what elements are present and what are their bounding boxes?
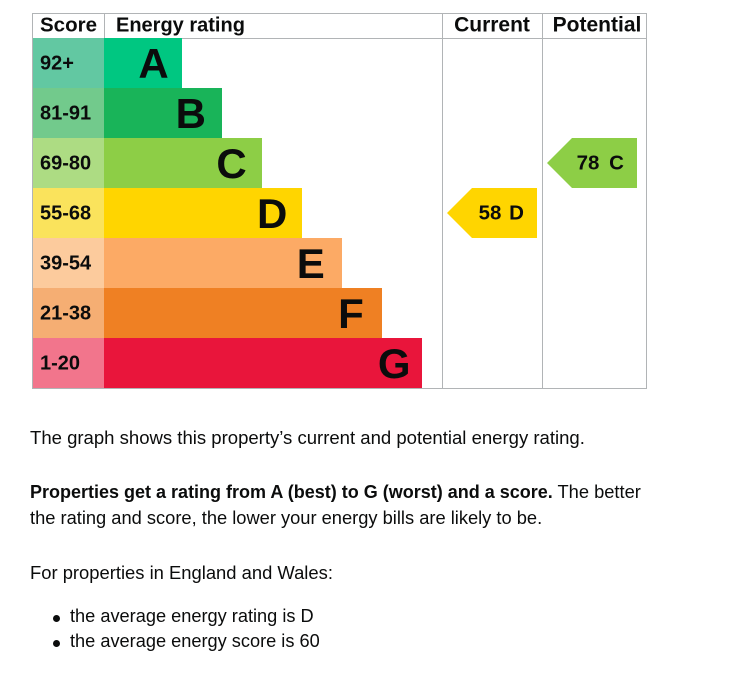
svg-text:Energy rating: Energy rating bbox=[116, 14, 245, 36]
svg-text:C: C bbox=[609, 151, 624, 174]
svg-text:Potential: Potential bbox=[553, 13, 642, 36]
svg-text:A: A bbox=[138, 40, 168, 87]
svg-text:F: F bbox=[338, 290, 364, 337]
svg-text:58: 58 bbox=[479, 201, 502, 224]
svg-text:E: E bbox=[297, 240, 325, 287]
svg-text:Score: Score bbox=[40, 13, 97, 36]
svg-text:G: G bbox=[378, 340, 411, 387]
svg-text:D: D bbox=[509, 201, 524, 224]
svg-text:39-54: 39-54 bbox=[40, 252, 92, 274]
svg-text:C: C bbox=[216, 140, 246, 187]
svg-text:55-68: 55-68 bbox=[40, 202, 91, 224]
svg-text:D: D bbox=[257, 190, 287, 237]
svg-text:Current: Current bbox=[454, 13, 530, 36]
svg-text:1-20: 1-20 bbox=[40, 352, 80, 374]
svg-text:78: 78 bbox=[577, 151, 600, 174]
svg-text:69-80: 69-80 bbox=[40, 152, 91, 174]
svg-text:81-91: 81-91 bbox=[40, 102, 91, 124]
svg-text:21-38: 21-38 bbox=[40, 302, 91, 324]
svg-text:B: B bbox=[176, 90, 206, 137]
svg-text:92+: 92+ bbox=[40, 52, 74, 74]
